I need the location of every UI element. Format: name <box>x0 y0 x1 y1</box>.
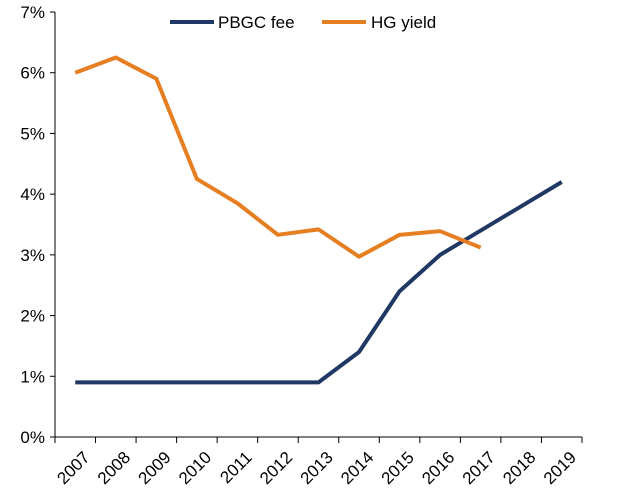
legend-label: HG yield <box>371 13 436 32</box>
x-axis: 2007 2008 2009 2010 2011 2012 2013 2014 2015 2016… <box>53 436 583 488</box>
y-tick-label: 4% <box>20 185 45 204</box>
x-tick-label: 2017 <box>459 448 499 488</box>
series-line-hg-yield <box>74 55 482 259</box>
x-tick-label: 2008 <box>94 448 134 488</box>
x-tick-label: 2007 <box>53 448 93 488</box>
y-tick-label: 0% <box>20 428 45 447</box>
series-group <box>74 55 563 385</box>
y-axis: 0% 1% 2% 3% 4% 5% 6% 7% <box>20 3 56 447</box>
x-tick-label: 2013 <box>297 448 337 488</box>
legend-label: PBGC fee <box>218 13 295 32</box>
x-tick-label: 2016 <box>418 448 458 488</box>
y-tick-label: 2% <box>20 307 45 326</box>
y-tick-label: 3% <box>20 246 45 265</box>
x-tick-label: 2015 <box>378 448 418 488</box>
x-tick-label: 2019 <box>540 448 580 488</box>
x-tick-label: 2009 <box>134 448 174 488</box>
y-tick-label: 7% <box>20 3 45 22</box>
x-tick-label: 2010 <box>175 448 215 488</box>
y-tick-label: 6% <box>20 64 45 83</box>
y-tick-label: 5% <box>20 124 45 143</box>
series-line-pbgc-fee <box>75 180 563 385</box>
x-tick-label: 2012 <box>256 448 296 488</box>
x-tick-label: 2011 <box>216 448 255 487</box>
x-tick-label: 2018 <box>499 448 539 488</box>
legend: PBGC fee HG yield <box>170 13 436 32</box>
y-tick-label: 1% <box>20 367 45 386</box>
x-tick-label: 2014 <box>337 448 377 488</box>
